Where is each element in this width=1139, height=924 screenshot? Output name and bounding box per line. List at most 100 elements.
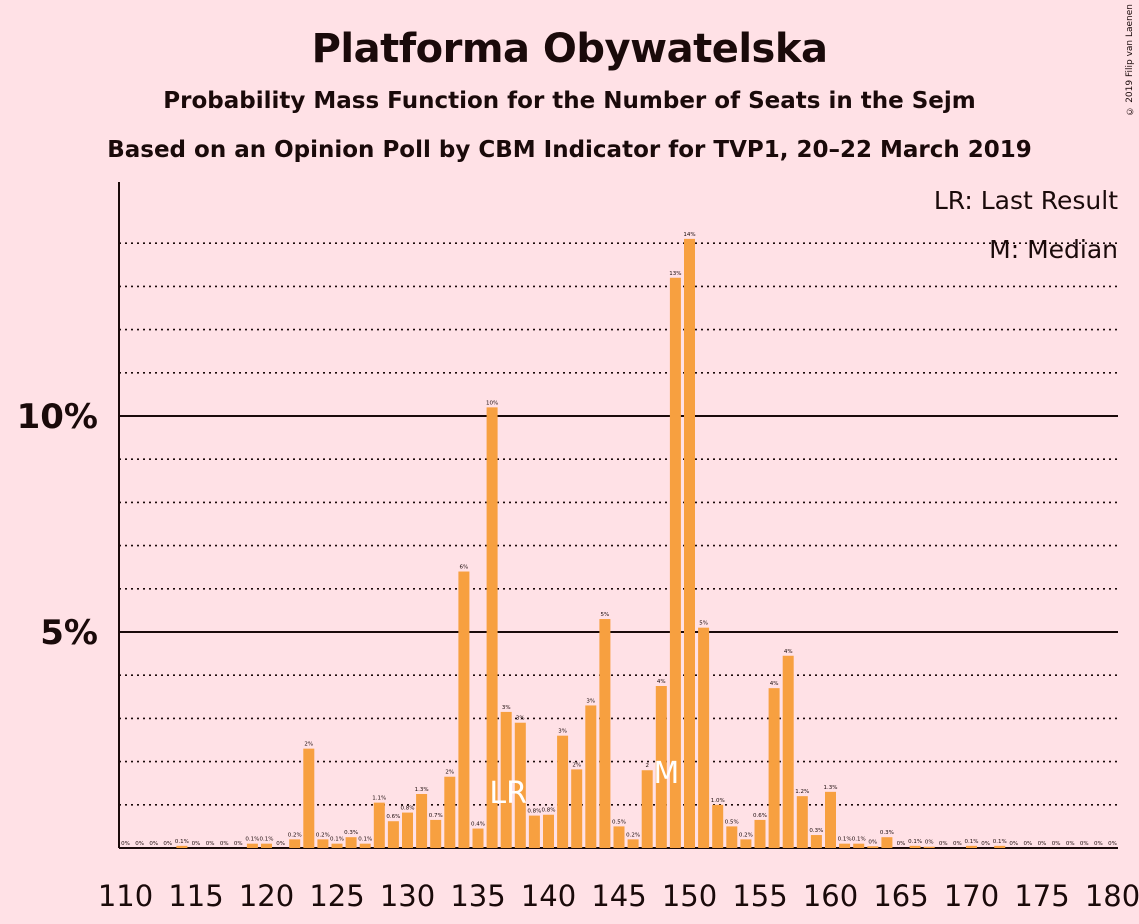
bar-seat-150 xyxy=(684,238,695,848)
bar-label-seat-127: 0.1% xyxy=(358,837,372,843)
bar-label-seat-130: 0.8% xyxy=(401,806,415,812)
bar-seat-161 xyxy=(839,843,851,848)
bar-seat-132 xyxy=(430,819,442,848)
bar-label-seat-126: 0.3% xyxy=(344,830,358,836)
bar-seat-167 xyxy=(923,846,935,848)
markers: LR M xyxy=(489,756,679,811)
bar-seat-151 xyxy=(698,627,710,848)
x-tick-label: 180 xyxy=(1085,879,1139,913)
bar-seat-139 xyxy=(528,815,540,848)
x-tick-label: 155 xyxy=(732,879,787,913)
x-tick-label: 145 xyxy=(591,879,646,913)
bar-label-seat-163: 0% xyxy=(868,839,877,845)
bar-seat-163 xyxy=(867,846,879,848)
bar-label-seat-179: 0% xyxy=(1094,841,1103,847)
bar-label-seat-178: 0% xyxy=(1080,841,1089,847)
bar-label-seat-169: 0% xyxy=(953,841,962,847)
bar-seat-138 xyxy=(514,722,526,848)
x-tick-label: 165 xyxy=(873,879,928,913)
x-tick-label: 125 xyxy=(309,879,364,913)
bar-seat-134 xyxy=(458,571,470,848)
legend-last-result: LR: Last Result xyxy=(934,186,1118,215)
bar-label-seat-157: 4% xyxy=(784,649,793,655)
bar-label-seat-143: 3% xyxy=(586,698,595,704)
bar-label-seat-121: 0% xyxy=(276,841,285,847)
bar-label-seat-168: 0% xyxy=(939,841,948,847)
bar-seat-158 xyxy=(796,796,808,848)
bar-seat-124 xyxy=(317,839,329,848)
bar-label-seat-159: 0.3% xyxy=(809,828,823,834)
bar-seat-136 xyxy=(486,407,498,848)
bar-label-seat-171: 0% xyxy=(981,841,990,847)
bar-seat-141 xyxy=(557,735,569,848)
bar-label-seat-152: 1.0% xyxy=(711,798,725,804)
bar-label-seat-174: 0% xyxy=(1024,841,1033,847)
bar-seat-148 xyxy=(655,686,667,848)
bar-label-seat-161: 0.1% xyxy=(838,837,852,843)
bar-seat-120 xyxy=(261,843,272,848)
bar-label-seat-138: 3% xyxy=(516,716,525,722)
bar-seat-128 xyxy=(373,802,385,848)
bar-seat-133 xyxy=(444,776,456,848)
bar-seat-125 xyxy=(331,843,343,848)
y-tick-label: 5% xyxy=(40,613,98,653)
bar-seat-129 xyxy=(387,821,399,848)
bar-label-seat-148: 4% xyxy=(657,679,666,685)
bar-seat-154 xyxy=(740,839,752,848)
chart-title: Platforma Obywatelska xyxy=(311,26,828,72)
bar-label-seat-119: 0.1% xyxy=(245,837,259,843)
bar-label-seat-110: 0% xyxy=(121,841,130,847)
bar-label-seat-139: 0.8% xyxy=(527,809,541,815)
bar-seat-159 xyxy=(810,835,822,848)
bar-label-seat-145: 0.5% xyxy=(612,819,626,825)
bar-seat-162 xyxy=(853,843,865,848)
bar-label-seat-115: 0% xyxy=(192,841,201,847)
bar-label-seat-122: 0.2% xyxy=(288,832,302,838)
bar-seat-166 xyxy=(909,845,921,848)
bar-seat-144 xyxy=(599,619,611,848)
bar-seat-126 xyxy=(345,837,357,848)
bar-label-seat-144: 5% xyxy=(601,612,610,618)
bar-seat-153 xyxy=(726,826,738,848)
bar-label-seat-147: 2 xyxy=(645,763,649,769)
bar-label-seat-114: 0.1% xyxy=(175,839,189,845)
bar-labels: 0% 0% 0% 0% 0.1% 0% 0% 0% 0%0.1% 0.1%0%0.2%2%0.2%… xyxy=(121,232,1117,847)
bar-label-seat-173: 0% xyxy=(1009,841,1018,847)
bar-label-seat-141: 3% xyxy=(558,729,567,735)
bar-label-seat-136: 10% xyxy=(486,400,498,406)
bar-label-seat-155: 0.6% xyxy=(753,813,767,819)
chart-subtitle-poll: Based on an Opinion Poll by CBM Indicato… xyxy=(107,137,1032,163)
bar-seat-164 xyxy=(881,837,893,848)
bar-seat-140 xyxy=(543,814,554,848)
bar-label-seat-111: 0% xyxy=(135,841,144,847)
bar-label-seat-149: 13% xyxy=(669,271,681,277)
x-tick-label: 140 xyxy=(521,879,576,913)
bar-label-seat-165: 0% xyxy=(897,841,906,847)
bar-seat-172 xyxy=(994,845,1006,848)
legend-median: M: Median xyxy=(989,235,1118,264)
bar-label-seat-118: 0% xyxy=(234,841,243,847)
bar-label-seat-124: 0.2% xyxy=(316,832,330,838)
bar-label-seat-177: 0% xyxy=(1066,841,1075,847)
bar-seat-123 xyxy=(303,748,315,848)
bar-label-seat-153: 0.5% xyxy=(725,819,739,825)
bar-label-seat-142: 2% xyxy=(572,762,581,768)
bar-label-seat-131: 1.3% xyxy=(415,787,429,793)
bar-label-seat-160: 1.3% xyxy=(824,785,838,791)
bar-seat-119 xyxy=(246,843,258,848)
x-tick-label: 110 xyxy=(98,879,153,913)
x-tick-label: 115 xyxy=(168,879,223,913)
bar-seat-156 xyxy=(768,688,780,848)
bar-label-seat-132: 0.7% xyxy=(429,813,443,819)
bar-seat-114 xyxy=(176,845,188,848)
x-tick-labels: 110 115 120 125 130 135 140 145 150 155 160 165 170 1… xyxy=(98,879,1139,913)
x-tick-label: 160 xyxy=(803,879,858,913)
bar-label-seat-112: 0% xyxy=(149,841,158,847)
y-tick-label: 10% xyxy=(17,397,98,437)
bar-label-seat-123: 2% xyxy=(304,742,313,748)
bar-label-seat-166: 0.1% xyxy=(908,839,922,845)
bar-label-seat-146: 0.2% xyxy=(626,832,640,838)
bar-seat-131 xyxy=(416,794,428,848)
x-tick-label: 120 xyxy=(239,879,294,913)
gridlines xyxy=(119,242,1118,849)
